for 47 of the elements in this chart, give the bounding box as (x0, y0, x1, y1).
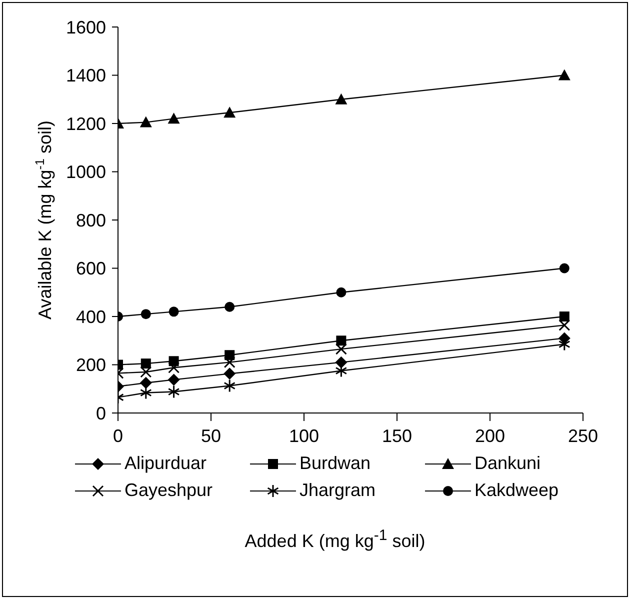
y-tick-label: 1200 (66, 114, 106, 134)
y-tick-label: 400 (76, 306, 106, 327)
point (335, 93, 348, 104)
x-tick-label: 50 (200, 426, 222, 446)
point (558, 319, 570, 331)
point (224, 378, 236, 392)
x-tick-label: 100 (288, 426, 320, 446)
point (168, 362, 180, 374)
y-tick-label: 200 (76, 355, 106, 376)
point (224, 356, 236, 368)
point (559, 263, 570, 274)
point (168, 112, 180, 124)
point (168, 385, 180, 399)
legend-label: Burdwan (300, 453, 371, 474)
point (140, 116, 152, 128)
point (140, 309, 151, 320)
x-tick-label: 200 (474, 426, 506, 446)
point (140, 376, 152, 389)
legend-label: Gayeshpur (124, 480, 213, 501)
legend-label: Jhargram (300, 480, 376, 501)
point (336, 287, 346, 298)
point (335, 343, 347, 355)
y-tick-label: 1000 (66, 162, 106, 182)
x-tick-label: 0 (112, 426, 124, 446)
point (168, 374, 180, 386)
point (336, 336, 346, 346)
y-tick-label: 1400 (66, 66, 106, 86)
legend-label: Alipurduar (124, 453, 207, 474)
x-axis-title: Added K (mg kg$^{-1}$ soil) (244, 527, 426, 552)
point (224, 368, 236, 380)
point (558, 69, 570, 80)
point (224, 302, 235, 312)
point (140, 386, 152, 400)
x-tick-label: 250 (568, 426, 598, 446)
point (224, 106, 236, 118)
y-tick-label: 600 (76, 258, 106, 279)
legend-label: Dankuni (474, 453, 541, 474)
point (140, 366, 152, 378)
point (168, 306, 179, 317)
point (140, 358, 151, 369)
y-tick-label: 1600 (66, 17, 106, 38)
y-tick-label: 800 (76, 210, 106, 230)
point (335, 356, 348, 368)
legend-label: Kakdweep (474, 480, 559, 501)
y-tick-label: 0 (96, 403, 106, 424)
x-tick-label: 150 (382, 426, 412, 446)
point (559, 312, 570, 322)
